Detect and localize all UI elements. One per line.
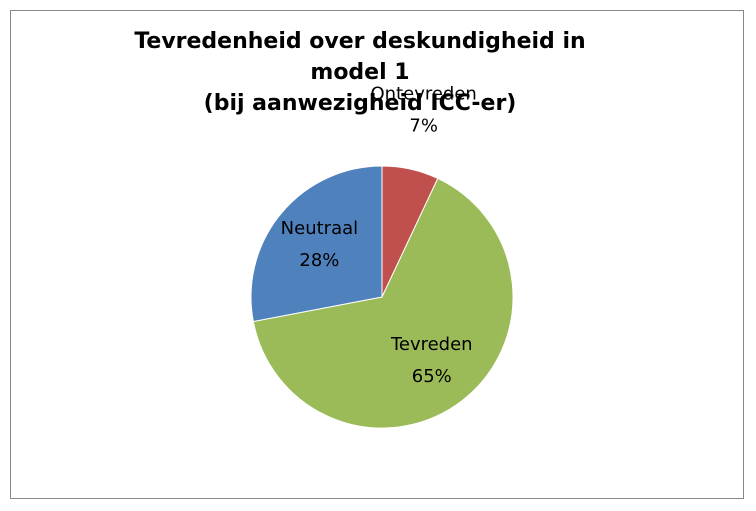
slice-label: Ontevreden [370, 84, 476, 105]
pie-slice [252, 177, 514, 429]
slice-label: Neutraal [281, 218, 358, 239]
chart-frame [10, 10, 744, 499]
chart-title: Tevredenheid over deskundigheid in model… [134, 29, 586, 85]
slice-value-label: 28% [299, 250, 339, 271]
chart-title-block: Tevredenheid over deskundigheid in model… [100, 26, 620, 119]
pie-slice [250, 165, 383, 323]
chart-subtitle: (bij aanwezigheid ICC-er) [203, 91, 517, 116]
slice-value-label: 7% [409, 116, 438, 137]
slice-value-label: 65% [412, 366, 452, 387]
slice-label: Tevreden [390, 334, 473, 355]
